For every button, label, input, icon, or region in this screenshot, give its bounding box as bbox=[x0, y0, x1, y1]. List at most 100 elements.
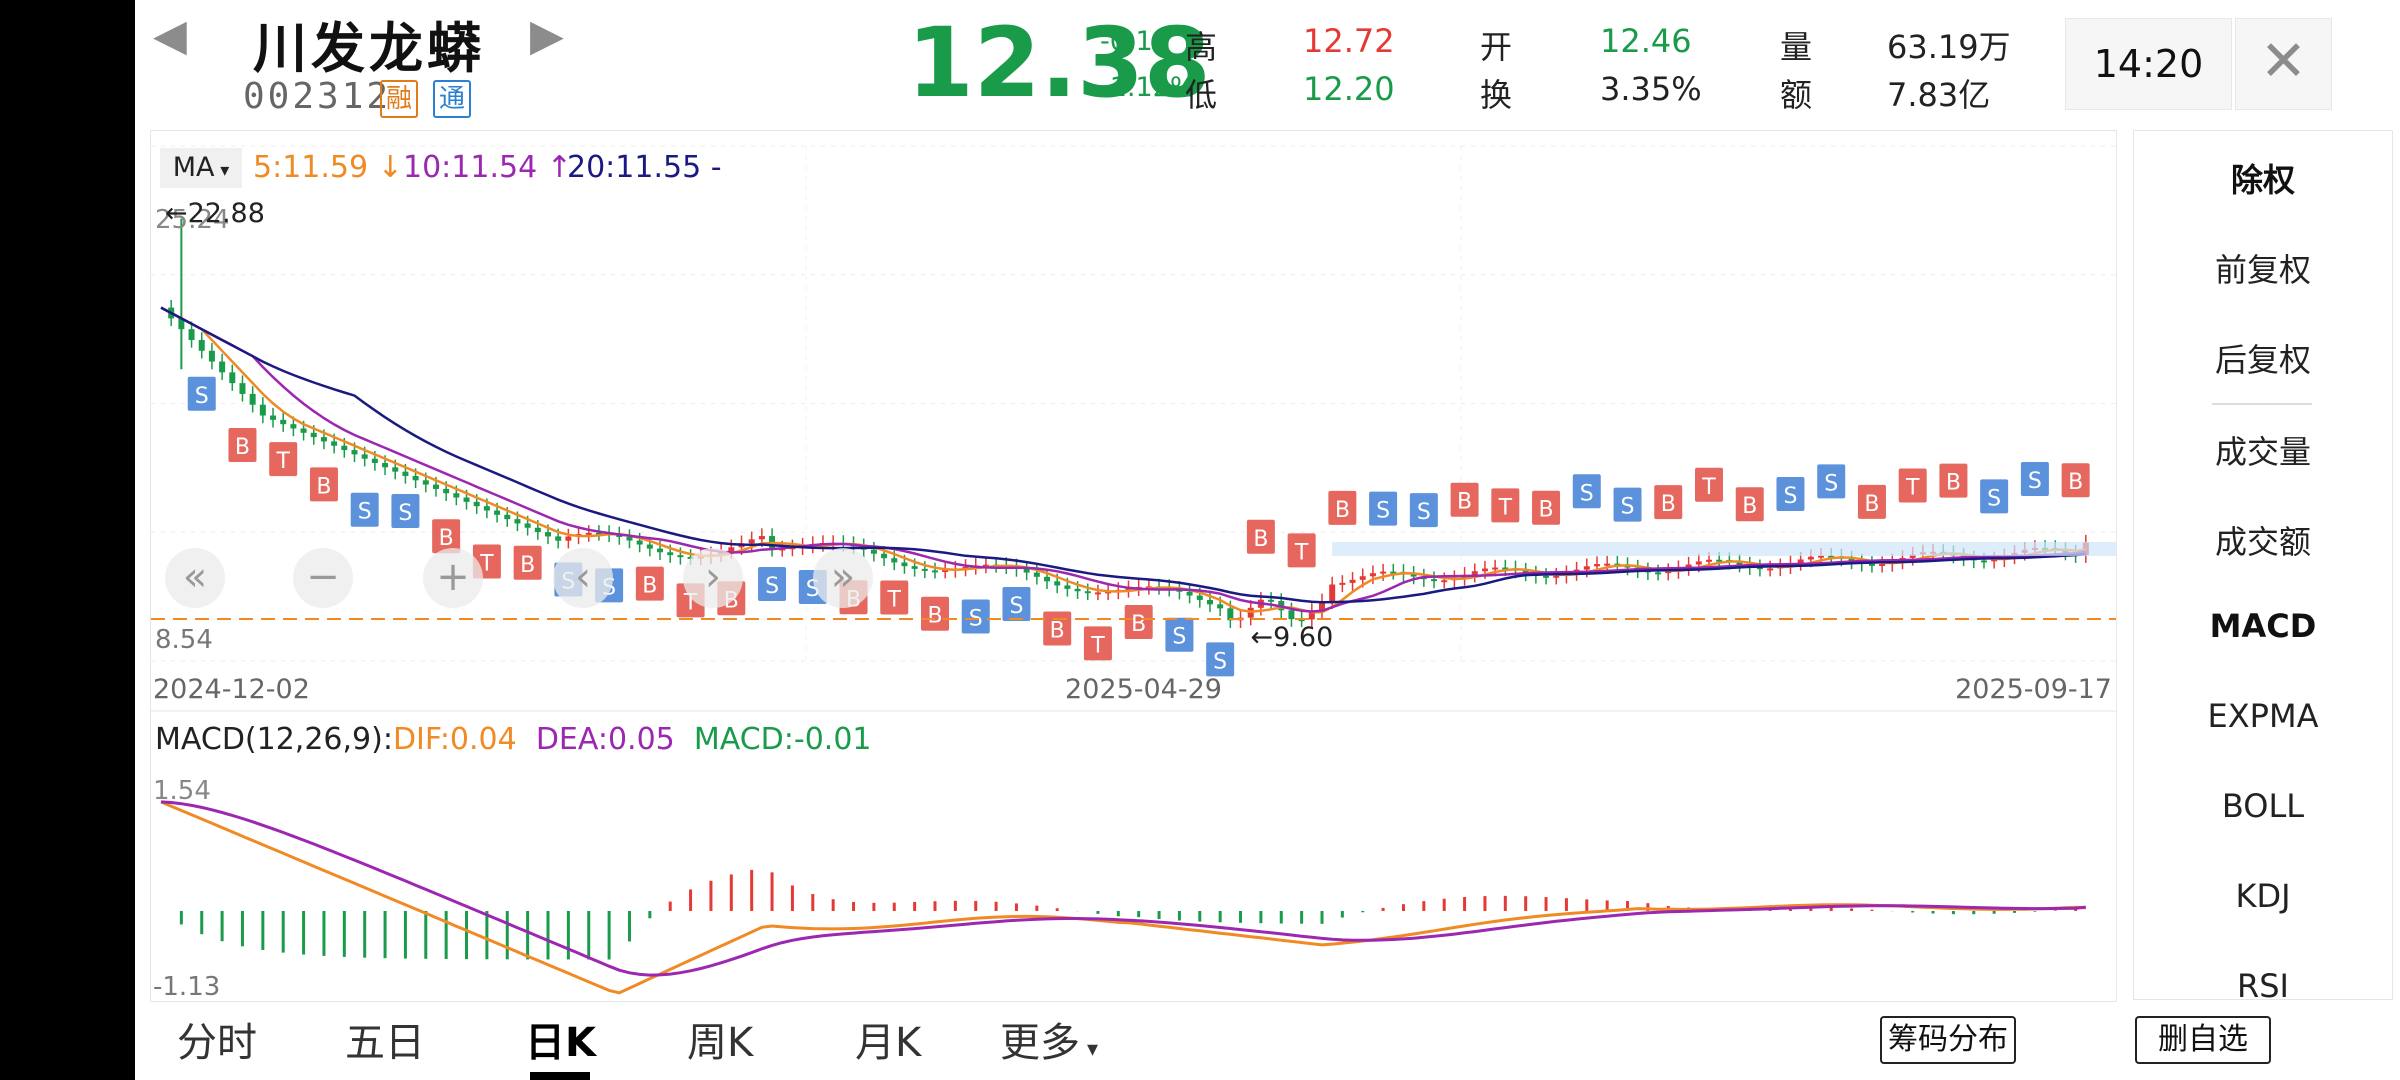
candle-body bbox=[667, 552, 674, 556]
candle-body bbox=[208, 350, 215, 362]
signal-marker-label: S bbox=[195, 384, 209, 409]
signal-marker-label: T bbox=[1701, 475, 1716, 500]
signal-marker bbox=[921, 596, 949, 631]
chip-distribution-button[interactable]: 筹码分布 bbox=[1880, 1016, 2016, 1064]
menu-kdj[interactable]: KDJ bbox=[2235, 877, 2291, 915]
signal-marker bbox=[391, 493, 420, 528]
candle-body bbox=[483, 506, 490, 511]
ma-selector[interactable]: MA ▾ bbox=[160, 148, 242, 188]
min-price-marker: ←9.60 bbox=[1251, 622, 1334, 653]
menu-boll[interactable]: BOLL bbox=[2221, 787, 2305, 825]
close-icon[interactable]: ✕ bbox=[2235, 18, 2332, 110]
max-price-marker: ←22.88 bbox=[165, 198, 265, 229]
candle-body bbox=[1604, 563, 1611, 566]
signal-marker-label: B bbox=[2068, 470, 2083, 495]
candle-body bbox=[1553, 575, 1560, 578]
candle-body bbox=[1084, 591, 1091, 594]
candle-body bbox=[239, 383, 246, 394]
chart-panel[interactable]: SBTBSSBTBSSBTBSSBTBSSBTBSSBTBSSBTBSSBTBS… bbox=[150, 130, 2117, 1002]
candle-body bbox=[1797, 559, 1804, 564]
candle-body bbox=[392, 467, 399, 472]
candle-body bbox=[1431, 579, 1438, 582]
scroll-right-icon[interactable]: › bbox=[683, 548, 743, 608]
scroll-to-end-icon[interactable]: » bbox=[813, 548, 873, 608]
tab-five-day[interactable]: 五日 bbox=[345, 1020, 425, 1066]
signal-marker-label: S bbox=[1824, 471, 1838, 496]
zoom-in-icon[interactable]: + bbox=[423, 548, 483, 608]
tab-weekly-k[interactable]: 周K bbox=[687, 1020, 754, 1066]
candle-body bbox=[1879, 563, 1886, 566]
menu-backward-adjusted[interactable]: 后复权 bbox=[2214, 341, 2311, 379]
macd-y-bottom-label: -1.13 bbox=[153, 972, 220, 1001]
candle-body bbox=[1868, 563, 1875, 566]
macd-dea: DEA:0.05 bbox=[535, 722, 675, 757]
signal-marker-label: S bbox=[765, 574, 779, 599]
signal-marker bbox=[1287, 533, 1316, 568]
scroll-to-start-icon[interactable]: « bbox=[165, 548, 225, 608]
signal-marker bbox=[1246, 519, 1275, 554]
signal-marker bbox=[187, 376, 216, 411]
indicator-menu: 除权 前复权 后复权 成交量 成交额 MACD EXPMA BOLL KDJ R… bbox=[2133, 130, 2393, 1000]
signal-marker-label: B bbox=[1335, 498, 1350, 523]
amount-value: 7.83亿 bbox=[1887, 76, 1991, 114]
candle-body bbox=[1980, 560, 1987, 563]
candle-body bbox=[932, 570, 938, 573]
signal-marker-label: B bbox=[1050, 618, 1065, 643]
signal-marker bbox=[309, 467, 338, 502]
menu-macd[interactable]: MACD bbox=[2209, 607, 2317, 645]
scroll-left-icon[interactable]: ‹ bbox=[553, 548, 613, 608]
dropdown-triangle-icon: ▾ bbox=[1080, 1037, 1099, 1062]
candle-body bbox=[748, 539, 755, 544]
date-label-start: 2024-12-02 bbox=[153, 674, 310, 705]
signal-marker-label: S bbox=[2028, 469, 2042, 494]
tab-more[interactable]: 更多 ▾ bbox=[1000, 1010, 1098, 1068]
candle-body bbox=[1410, 573, 1417, 577]
zoom-out-icon[interactable]: − bbox=[293, 548, 353, 608]
menu-forward-adjusted[interactable]: 前复权 bbox=[2214, 251, 2311, 289]
signal-marker bbox=[1654, 485, 1683, 520]
signal-marker bbox=[1532, 490, 1561, 525]
candle-body bbox=[1848, 558, 1855, 562]
signal-marker bbox=[1206, 642, 1235, 677]
signal-marker-label: B bbox=[1864, 492, 1879, 517]
candle-body bbox=[1329, 584, 1336, 602]
signal-marker bbox=[758, 566, 787, 601]
signal-marker bbox=[1572, 474, 1601, 509]
candle-body bbox=[473, 501, 480, 507]
signal-marker-label: S bbox=[1172, 625, 1186, 650]
kline-chart[interactable]: SBTBSSBTBSSBTBSSBTBSSBTBSSBTBSSBTBSSBTBS… bbox=[151, 131, 2116, 1002]
candle-body bbox=[280, 419, 287, 425]
candle-body bbox=[585, 532, 592, 535]
menu-volume[interactable]: 成交量 bbox=[2214, 433, 2311, 471]
last-price: 12.38 bbox=[907, 7, 1211, 119]
candle-body bbox=[1227, 608, 1234, 621]
stock-name: 川发龙蟒 bbox=[253, 17, 485, 80]
menu-rsi[interactable]: RSI bbox=[2237, 967, 2289, 1000]
tab-intraday[interactable]: 分时 bbox=[177, 1020, 257, 1066]
candle-body bbox=[1339, 582, 1346, 585]
menu-expma[interactable]: EXPMA bbox=[2207, 697, 2319, 735]
signal-marker-label: S bbox=[1621, 495, 1635, 520]
connect-badge: 通 bbox=[433, 80, 471, 118]
tab-more-label: 更多 bbox=[1000, 1020, 1080, 1066]
candle-body bbox=[229, 372, 236, 384]
menu-amount[interactable]: 成交额 bbox=[2214, 523, 2311, 561]
high-value: 12.72 bbox=[1303, 22, 1395, 60]
remove-watchlist-button[interactable]: 删自选 bbox=[2135, 1016, 2271, 1064]
tab-monthly-k[interactable]: 月K bbox=[855, 1020, 922, 1066]
signal-marker-label: S bbox=[358, 500, 372, 525]
macd-header: MACD(12,26,9):DIF:0.04 DEA:0.05 MACD:-0.… bbox=[155, 722, 872, 757]
menu-ex-rights[interactable]: 除权 bbox=[2230, 161, 2295, 199]
signal-marker-label: T bbox=[1498, 495, 1513, 520]
signal-marker-label: B bbox=[1539, 498, 1554, 523]
candle-body bbox=[1044, 576, 1051, 582]
signal-marker-label: T bbox=[479, 552, 494, 577]
prev-stock-arrow-icon[interactable]: ◀ bbox=[153, 10, 187, 61]
tab-daily-k[interactable]: 日K bbox=[525, 1020, 596, 1066]
next-stock-arrow-icon[interactable]: ▶ bbox=[530, 10, 564, 61]
candle-body bbox=[1502, 567, 1509, 570]
candle-body bbox=[901, 562, 908, 567]
signal-marker-label: S bbox=[1376, 499, 1390, 524]
price-change-pct: -1.12% bbox=[1100, 72, 1196, 103]
candle-body bbox=[524, 523, 531, 528]
